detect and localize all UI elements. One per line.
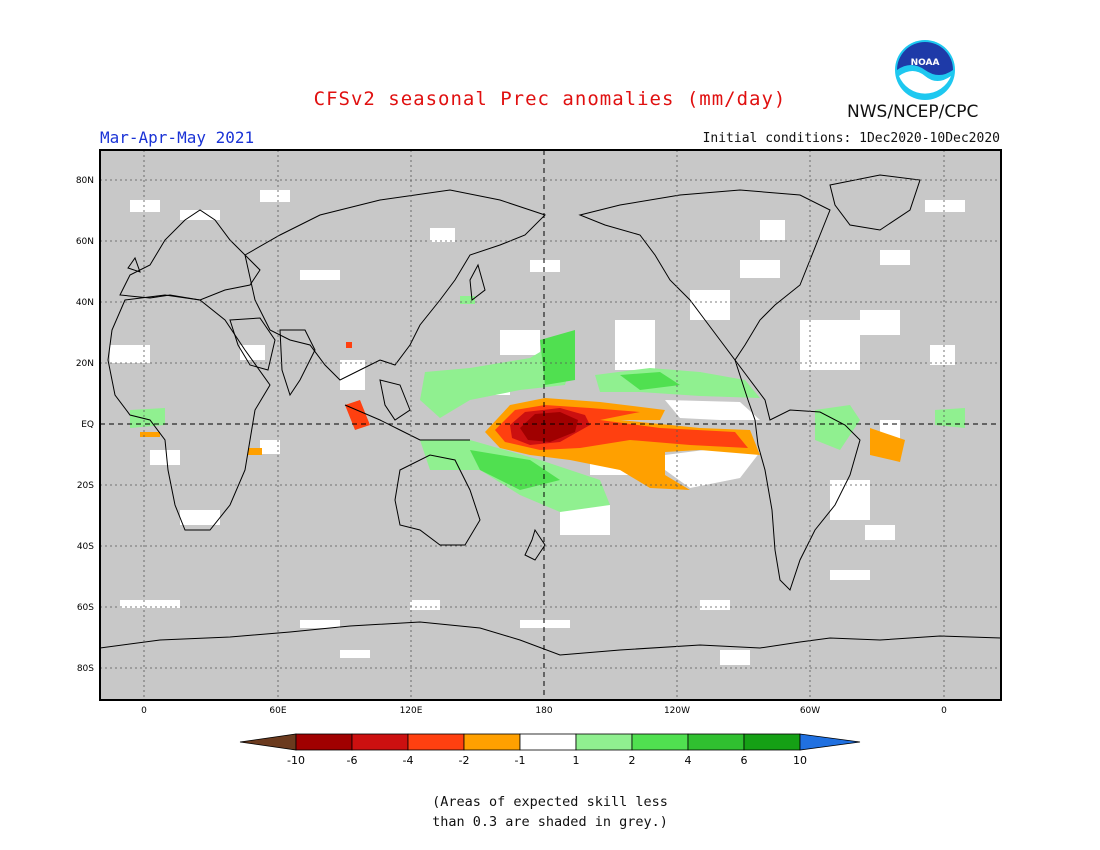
colorbar-tick: 6 bbox=[741, 754, 748, 767]
colorbar-tick: 4 bbox=[685, 754, 692, 767]
map-frame bbox=[99, 149, 1002, 701]
equator-dateline bbox=[100, 150, 1001, 700]
lat-label: 80S bbox=[77, 664, 94, 674]
lat-label: EQ bbox=[81, 420, 94, 430]
colorbar-tick: -6 bbox=[347, 754, 358, 767]
lon-label: 120W bbox=[664, 706, 690, 716]
colorbar-segment bbox=[295, 733, 353, 751]
lat-label: 80N bbox=[76, 176, 94, 186]
noaa-logo: NOAA bbox=[895, 40, 955, 100]
lat-axis: 80N 60N 40N 20N EQ 20S 40S 60S 80S bbox=[76, 176, 94, 674]
colorbar-segment bbox=[463, 733, 521, 751]
lon-label: 0 bbox=[141, 706, 147, 716]
precip-anomaly-map: 80N 60N 40N 20N EQ 20S 40S 60S 80S 0 60E… bbox=[76, 149, 1002, 767]
colorbar-segment bbox=[407, 733, 465, 751]
colorbar-segment bbox=[631, 733, 689, 751]
colorbar-tick: 10 bbox=[793, 754, 807, 767]
colorbar-segment bbox=[351, 733, 409, 751]
graticule bbox=[100, 150, 1001, 700]
lat-label: 60S bbox=[77, 603, 94, 613]
wet-anomalies bbox=[130, 296, 965, 512]
colorbar-segment bbox=[239, 733, 297, 751]
colorbar-segment bbox=[519, 733, 577, 751]
lat-label: 60N bbox=[76, 237, 94, 247]
colorbar-tick: -10 bbox=[287, 754, 305, 767]
colorbar-segment bbox=[687, 733, 745, 751]
colorbar-tick: -4 bbox=[403, 754, 414, 767]
colorbar-segment bbox=[575, 733, 633, 751]
lon-label: 180 bbox=[535, 706, 552, 716]
lon-label: 60E bbox=[269, 706, 286, 716]
lat-label: 20S bbox=[77, 481, 94, 491]
noaa-logo-text: NOAA bbox=[911, 58, 940, 68]
colorbar: -10 -6 -4 -2 -1 1 2 4 6 10 bbox=[239, 733, 861, 767]
chart-title: CFSv2 seasonal Prec anomalies (mm/day) bbox=[313, 88, 787, 110]
lat-label: 40S bbox=[77, 542, 94, 552]
agency-label: NWS/NCEP/CPC bbox=[847, 102, 979, 122]
neutral-patches bbox=[110, 190, 965, 665]
dry-anomalies bbox=[140, 342, 905, 490]
colorbar-segment bbox=[743, 733, 801, 751]
lat-label: 20N bbox=[76, 359, 94, 369]
colorbar-tick: -1 bbox=[515, 754, 526, 767]
colorbar-tick: -2 bbox=[459, 754, 470, 767]
footnote: (Areas of expected skill less than 0.3 a… bbox=[0, 792, 1100, 832]
forecast-period: Mar-Apr-May 2021 bbox=[100, 128, 255, 147]
lon-label: 0 bbox=[941, 706, 947, 716]
lat-label: 40N bbox=[76, 298, 94, 308]
anomaly-fields bbox=[110, 190, 965, 665]
lon-label: 60W bbox=[800, 706, 820, 716]
footnote-line-1: (Areas of expected skill less bbox=[432, 794, 668, 810]
colorbar-segment bbox=[799, 733, 861, 751]
initial-conditions: Initial conditions: 1Dec2020-10Dec2020 bbox=[702, 131, 1000, 146]
lon-axis: 0 60E 120E 180 120W 60W 0 bbox=[141, 706, 947, 716]
lon-label: 120E bbox=[400, 706, 423, 716]
coastlines bbox=[100, 174, 1001, 656]
footnote-line-2: than 0.3 are shaded in grey.) bbox=[432, 814, 668, 830]
colorbar-tick: 2 bbox=[629, 754, 636, 767]
colorbar-tick: 1 bbox=[573, 754, 580, 767]
